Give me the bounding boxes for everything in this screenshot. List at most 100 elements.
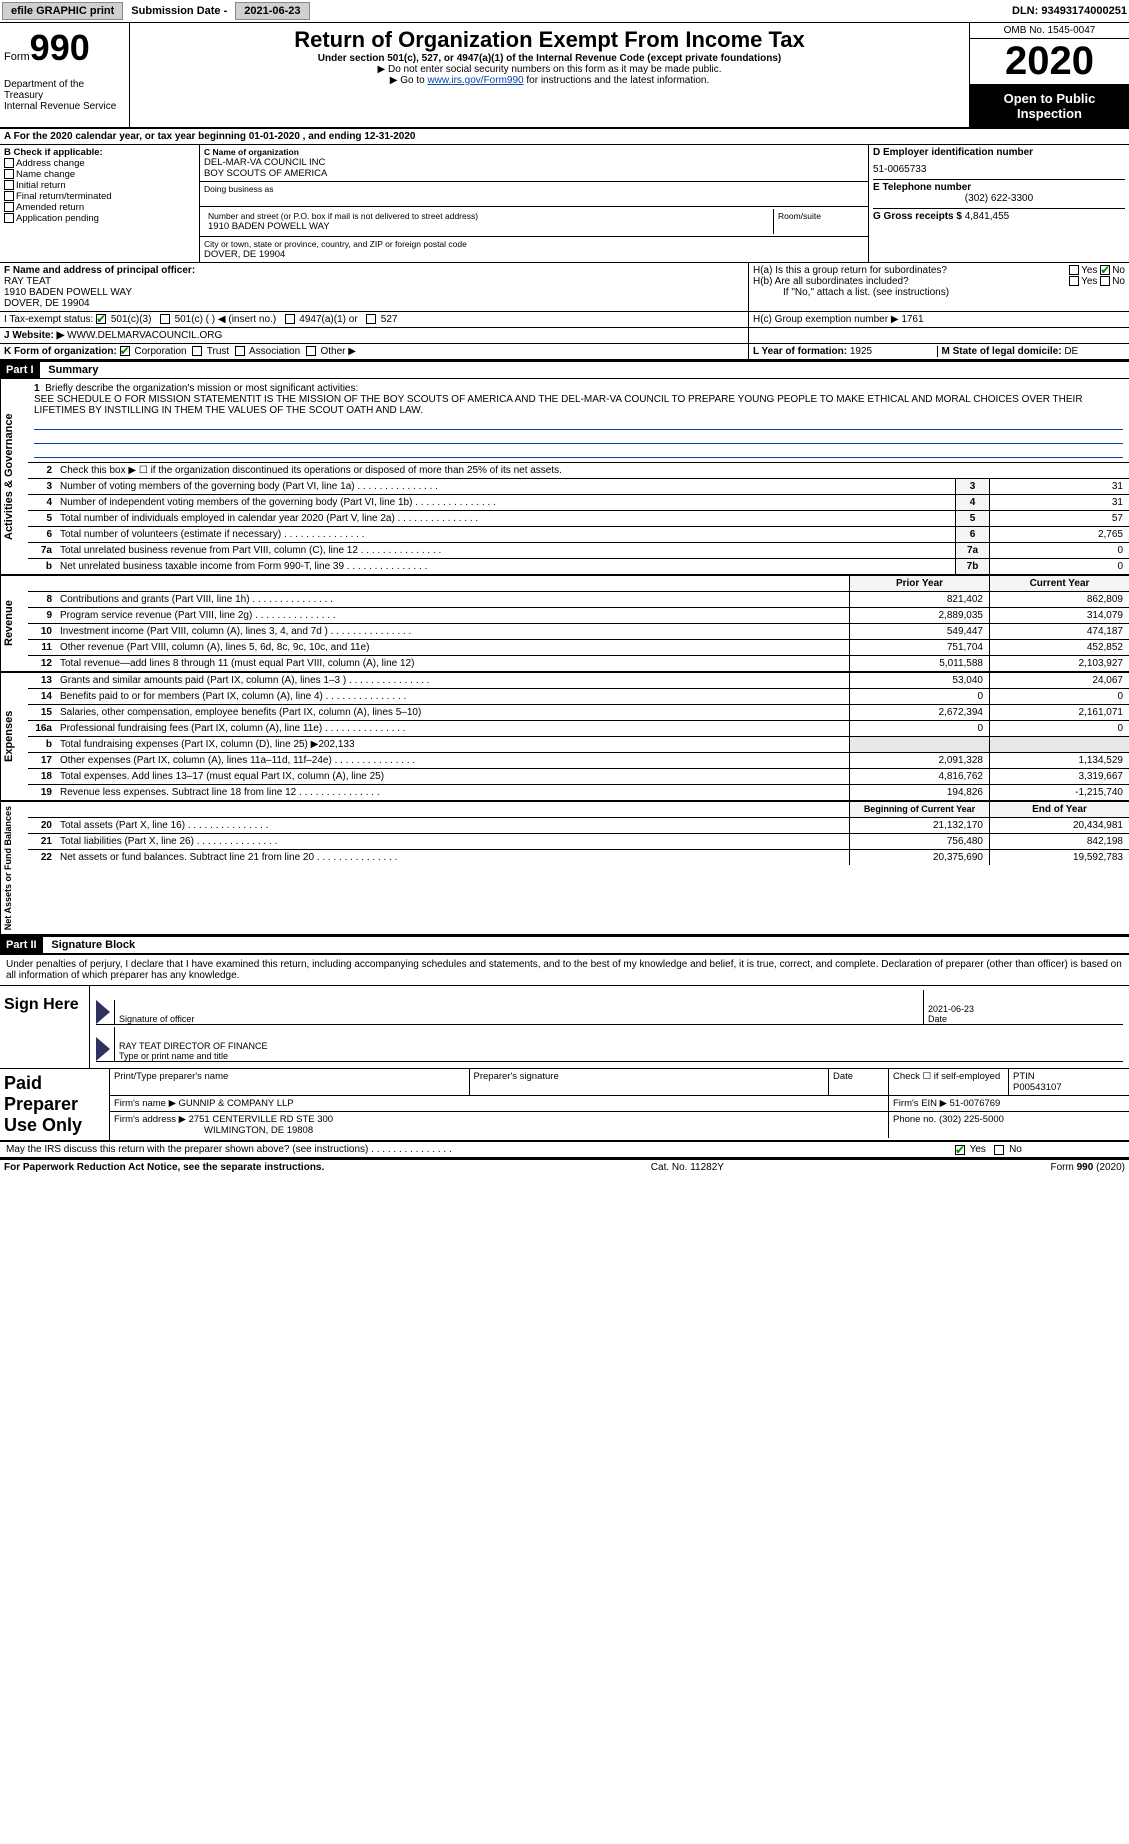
line-22-current: 19,592,783: [989, 850, 1129, 865]
row-j-label: J Website: ▶: [4, 330, 67, 341]
footer-right-pre: Form: [1051, 1162, 1077, 1173]
penalties-text: Under penalties of perjury, I declare th…: [0, 955, 1129, 986]
firm-name: GUNNIP & COMPANY LLP: [179, 1098, 294, 1109]
line-12-desc: Total revenue—add lines 8 through 11 (mu…: [56, 656, 849, 671]
line-7b-num: b: [28, 559, 56, 574]
ha-no-lbl: No: [1112, 265, 1125, 276]
line-21: 21 Total liabilities (Part X, line 26) 7…: [28, 834, 1129, 850]
lbl-initial-return: Initial return: [16, 180, 66, 191]
lbl-other: Other ▶: [320, 346, 355, 357]
line-21-current: 842,198: [989, 834, 1129, 849]
footer-right: Form 990 (2020): [1051, 1162, 1125, 1173]
phone-value: (302) 622-3300: [873, 193, 1125, 204]
line-11-current: 452,852: [989, 640, 1129, 655]
line-15: 15 Salaries, other compensation, employe…: [28, 705, 1129, 721]
check-name-change[interactable]: [4, 169, 14, 179]
city-value: DOVER, DE 19904: [204, 249, 864, 260]
sig-date-cell: 2021-06-23 Date: [923, 990, 1123, 1024]
note2-pre: ▶ Go to: [390, 75, 428, 86]
line-18: 18 Total expenses. Add lines 13–17 (must…: [28, 769, 1129, 785]
check-527[interactable]: [366, 314, 376, 324]
efile-print-button[interactable]: efile GRAPHIC print: [2, 2, 123, 20]
net-assets-section: Net Assets or Fund Balances Beginning of…: [0, 802, 1129, 936]
row-l-label: L Year of formation:: [753, 346, 850, 357]
ha-no[interactable]: [1100, 265, 1110, 275]
footer: For Paperwork Reduction Act Notice, see …: [0, 1159, 1129, 1175]
officer-addr1: 1910 BADEN POWELL WAY: [4, 287, 744, 298]
line-4-val: 31: [989, 495, 1129, 510]
sig-name-value: RAY TEAT DIRECTOR OF FINANCE: [119, 1041, 1123, 1051]
hb-yes-lbl: Yes: [1081, 276, 1097, 287]
tax-year: 2020: [970, 39, 1129, 85]
line-16b-desc: Total fundraising expenses (Part IX, col…: [56, 737, 849, 752]
check-corp[interactable]: [120, 346, 130, 356]
officer-name: RAY TEAT: [4, 276, 744, 287]
form990-link[interactable]: www.irs.gov/Form990: [427, 75, 523, 86]
line-18-desc: Total expenses. Add lines 13–17 (must eq…: [56, 769, 849, 784]
line-7a-num: 7a: [28, 543, 56, 558]
box-c: C Name of organization DEL-MAR-VA COUNCI…: [200, 145, 869, 262]
line-20-current: 20,434,981: [989, 818, 1129, 833]
line-21-desc: Total liabilities (Part X, line 26): [56, 834, 849, 849]
line-8-desc: Contributions and grants (Part VIII, lin…: [56, 592, 849, 607]
check-other[interactable]: [306, 346, 316, 356]
check-4947[interactable]: [285, 314, 295, 324]
mission-num: 1: [34, 383, 40, 394]
firm-ein-label: Firm's EIN ▶: [893, 1098, 950, 1109]
line-9-current: 314,079: [989, 608, 1129, 623]
section-bcd: B Check if applicable: Address change Na…: [0, 145, 1129, 263]
check-application-pending[interactable]: [4, 213, 14, 223]
discuss-yes[interactable]: [955, 1145, 965, 1155]
footer-right-form: 990: [1077, 1162, 1094, 1173]
row-m-label: M State of legal domicile:: [942, 346, 1065, 357]
state-domicile: DE: [1064, 346, 1078, 357]
ha-yes[interactable]: [1069, 265, 1079, 275]
omb-number: OMB No. 1545-0047: [970, 23, 1129, 39]
line-6-cell: 6: [955, 527, 989, 542]
line-15-prior: 2,672,394: [849, 705, 989, 720]
row-i-label: I Tax-exempt status:: [4, 314, 93, 325]
line-7a-val: 0: [989, 543, 1129, 558]
box-b-label: B Check if applicable:: [4, 147, 195, 158]
check-trust[interactable]: [192, 346, 202, 356]
line-8-num: 8: [28, 592, 56, 607]
line-11-prior: 751,704: [849, 640, 989, 655]
check-501c3[interactable]: [96, 314, 106, 324]
line-16a-prior: 0: [849, 721, 989, 736]
line-10-current: 474,187: [989, 624, 1129, 639]
paid-h1: Print/Type preparer's name: [110, 1069, 470, 1095]
check-final-return[interactable]: [4, 191, 14, 201]
line-14-current: 0: [989, 689, 1129, 704]
line-16a-desc: Professional fundraising fees (Part IX, …: [56, 721, 849, 736]
year-formation: 1925: [850, 346, 872, 357]
check-address-change[interactable]: [4, 158, 14, 168]
discuss-no[interactable]: [994, 1145, 1004, 1155]
line-8: 8 Contributions and grants (Part VIII, l…: [28, 592, 1129, 608]
hb-yes[interactable]: [1069, 276, 1079, 286]
hb-label: H(b) Are all subordinates included?: [753, 276, 909, 287]
line-12: 12 Total revenue—add lines 8 through 11 …: [28, 656, 1129, 671]
footer-left: For Paperwork Reduction Act Notice, see …: [4, 1162, 324, 1173]
hb-no[interactable]: [1100, 276, 1110, 286]
paid-h5-label: PTIN: [1013, 1071, 1035, 1082]
line-14-prior: 0: [849, 689, 989, 704]
line-15-num: 15: [28, 705, 56, 720]
check-assoc[interactable]: [235, 346, 245, 356]
check-initial-return[interactable]: [4, 180, 14, 190]
check-501c[interactable]: [160, 314, 170, 324]
ein-value: 51-0065733: [873, 164, 1125, 175]
part-1-label: Part I: [0, 362, 40, 378]
paid-h4: Check ☐ if self-employed: [889, 1069, 1009, 1095]
line-17-desc: Other expenses (Part IX, column (A), lin…: [56, 753, 849, 768]
expenses-section: Expenses 13 Grants and similar amounts p…: [0, 673, 1129, 802]
line-10: 10 Investment income (Part VIII, column …: [28, 624, 1129, 640]
line-7a-cell: 7a: [955, 543, 989, 558]
line-a-tax-year: A For the 2020 calendar year, or tax yea…: [0, 129, 1129, 145]
check-amended-return[interactable]: [4, 202, 14, 212]
line-13-current: 24,067: [989, 673, 1129, 688]
line-3-num: 3: [28, 479, 56, 494]
website-value: WWW.DELMARVACOUNCIL.ORG: [67, 330, 222, 341]
lbl-501c3: 501(c)(3): [111, 314, 152, 325]
sign-here-label: Sign Here: [0, 986, 90, 1068]
submission-date-value[interactable]: 2021-06-23: [235, 2, 309, 20]
